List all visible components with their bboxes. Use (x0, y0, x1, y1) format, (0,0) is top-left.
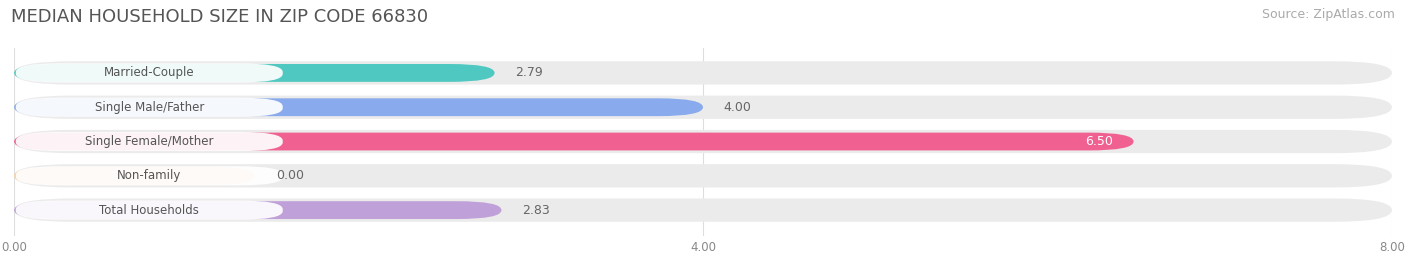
FancyBboxPatch shape (14, 199, 1392, 222)
FancyBboxPatch shape (14, 130, 1392, 153)
FancyBboxPatch shape (15, 98, 283, 117)
Text: Single Female/Mother: Single Female/Mother (84, 135, 214, 148)
Text: 2.79: 2.79 (515, 66, 543, 79)
Text: Non-family: Non-family (117, 169, 181, 182)
FancyBboxPatch shape (14, 98, 703, 116)
FancyBboxPatch shape (15, 63, 283, 83)
Text: 4.00: 4.00 (724, 101, 752, 114)
FancyBboxPatch shape (14, 64, 495, 82)
Text: 6.50: 6.50 (1085, 135, 1114, 148)
FancyBboxPatch shape (14, 201, 502, 219)
Text: 2.83: 2.83 (522, 204, 550, 217)
Text: MEDIAN HOUSEHOLD SIZE IN ZIP CODE 66830: MEDIAN HOUSEHOLD SIZE IN ZIP CODE 66830 (11, 8, 429, 26)
FancyBboxPatch shape (14, 164, 1392, 188)
Text: Total Households: Total Households (100, 204, 200, 217)
Text: Source: ZipAtlas.com: Source: ZipAtlas.com (1261, 8, 1395, 21)
FancyBboxPatch shape (14, 167, 256, 185)
Text: 0.00: 0.00 (276, 169, 304, 182)
FancyBboxPatch shape (15, 166, 283, 185)
Text: Married-Couple: Married-Couple (104, 66, 194, 79)
FancyBboxPatch shape (14, 133, 1133, 150)
FancyBboxPatch shape (15, 132, 283, 151)
FancyBboxPatch shape (14, 96, 1392, 119)
FancyBboxPatch shape (15, 200, 283, 220)
Text: Single Male/Father: Single Male/Father (94, 101, 204, 114)
FancyBboxPatch shape (14, 61, 1392, 85)
